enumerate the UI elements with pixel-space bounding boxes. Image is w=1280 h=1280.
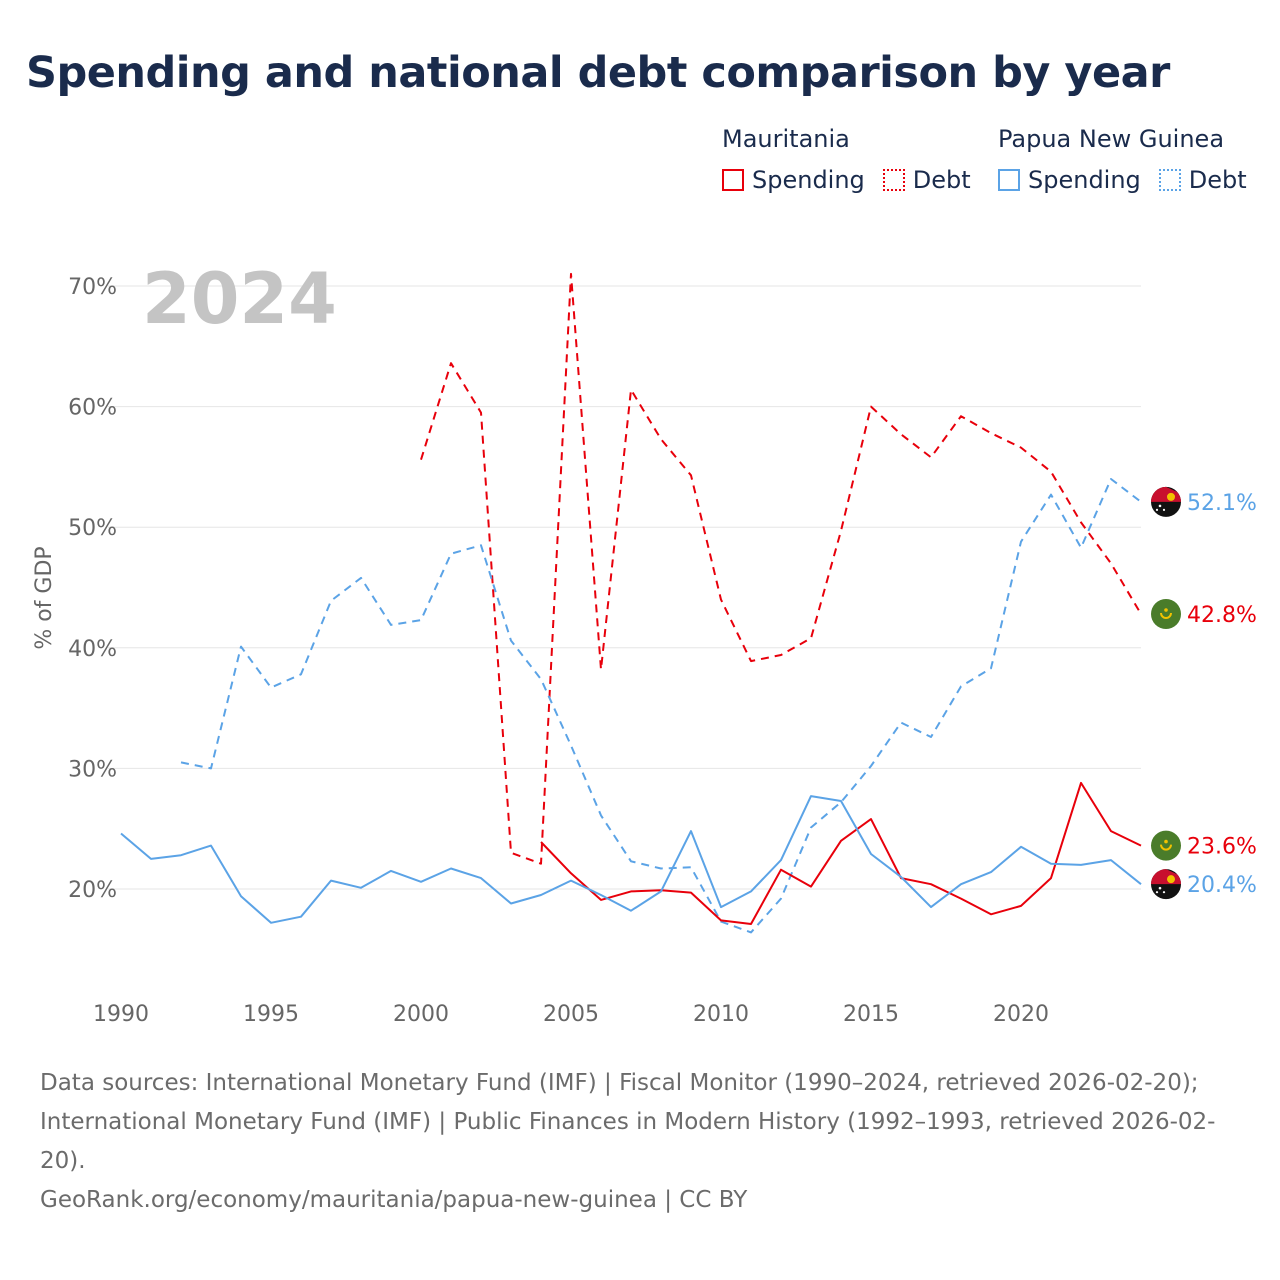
end-value-label: 52.1% (1187, 491, 1257, 516)
end-value-label: 20.4% (1187, 873, 1257, 898)
star-icon (1158, 886, 1162, 890)
line-chart: 20% 30% 40% 50% 60% 70% 1990 1995 2000 2005 2010 20… (32, 258, 1257, 1027)
legend-label: Spending (752, 166, 865, 194)
star-icon (1164, 839, 1168, 844)
credit-link[interactable]: GeoRank.org/economy/mauritania/papua-new… (40, 1187, 748, 1213)
legend-mauritania-debt[interactable]: Debt (882, 166, 971, 194)
y-tick-label: 30% (68, 757, 117, 782)
y-tick-label: 60% (68, 396, 117, 421)
x-tick-label: 1990 (93, 1002, 149, 1027)
legend-label: Debt (912, 166, 971, 194)
legend-swatch-dotted (882, 169, 905, 191)
year-label: 2024 (142, 258, 337, 340)
bird-of-paradise-icon (1167, 875, 1175, 884)
legend-png-spending[interactable]: Spending (998, 166, 1141, 194)
footer: Data sources: International Monetary Fun… (40, 1064, 1240, 1220)
series-line-mauritania-spending (540, 781, 1142, 925)
star-icon (1155, 891, 1159, 894)
star-icon (1164, 608, 1168, 612)
series-line-mauritania-debt (420, 272, 1142, 865)
x-tick-label: 2000 (393, 1002, 449, 1027)
legend-papua-new-guinea: Papua New Guinea Spending Debt (998, 124, 1247, 194)
bird-of-paradise-icon (1167, 492, 1175, 501)
x-tick-label: 2020 (993, 1002, 1049, 1027)
star-icon (1162, 891, 1166, 894)
y-tick-label: 20% (68, 878, 117, 903)
legend-swatch-solid (998, 169, 1020, 191)
legend-mauritania: Mauritania Spending Debt (722, 124, 989, 194)
end-value-label: 23.6% (1187, 835, 1257, 860)
series-line-papua-new-guinea-debt (180, 478, 1142, 934)
chart-title: Spending and national debt comparison by… (26, 48, 1170, 98)
legend-swatch-dotted (1158, 169, 1181, 191)
y-tick-label: 50% (68, 516, 117, 541)
legend-mauritania-spending[interactable]: Spending (722, 166, 865, 194)
crescent-icon (1160, 844, 1172, 851)
star-icon (1162, 508, 1166, 511)
legend-group-name: Mauritania (722, 125, 850, 153)
legend-png-debt[interactable]: Debt (1158, 166, 1247, 194)
y-tick-label: 40% (68, 637, 117, 662)
x-tick-label: 2015 (843, 1002, 899, 1027)
flag-red-field (1151, 486, 1181, 502)
y-axis-label: % of GDP (32, 546, 57, 649)
mauritania-flag-icon (1151, 830, 1181, 861)
x-tick-label: 2010 (693, 1002, 749, 1027)
legend-label: Spending (1028, 166, 1141, 194)
legend-swatch-solid (722, 169, 744, 191)
legend-label: Debt (1188, 166, 1247, 194)
end-value-label: 42.8% (1187, 603, 1257, 628)
crescent-icon (1160, 612, 1172, 619)
star-icon (1155, 508, 1159, 511)
x-tick-label: 1995 (243, 1002, 299, 1027)
series-line-papua-new-guinea-spending (120, 795, 1142, 924)
legend-group-name: Papua New Guinea (998, 125, 1225, 153)
x-tick-label: 2005 (543, 1002, 599, 1027)
data-sources: Data sources: International Monetary Fun… (40, 1070, 1216, 1174)
y-tick-label: 70% (68, 275, 117, 300)
flag-red-field (1151, 869, 1181, 885)
star-icon (1158, 504, 1162, 508)
mauritania-flag-icon (1151, 599, 1181, 630)
